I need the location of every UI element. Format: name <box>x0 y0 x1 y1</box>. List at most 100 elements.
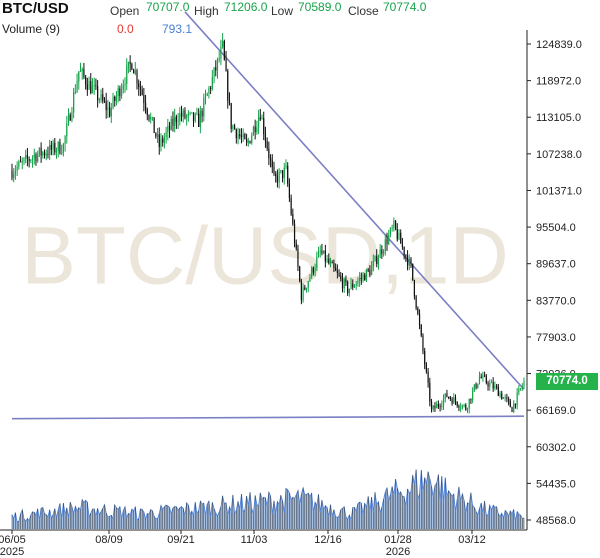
candle <box>155 132 157 139</box>
candle <box>254 119 256 140</box>
candle <box>256 120 258 135</box>
candle <box>287 162 289 187</box>
candle <box>62 142 64 157</box>
candle <box>519 387 522 391</box>
candle <box>179 107 181 126</box>
candle <box>186 114 188 126</box>
candle <box>45 149 47 161</box>
candle <box>81 67 83 80</box>
candle <box>424 347 426 370</box>
candle <box>33 148 35 165</box>
candle <box>40 142 42 163</box>
candle <box>117 85 119 103</box>
candle <box>85 74 87 90</box>
candle <box>37 150 39 163</box>
candle <box>199 105 201 134</box>
candle <box>227 68 229 109</box>
candle <box>160 133 162 152</box>
candle <box>434 402 436 413</box>
candle <box>13 168 15 183</box>
candle <box>463 403 465 408</box>
candle <box>285 159 287 170</box>
x-tick-year: 2026 <box>386 546 410 558</box>
candle <box>290 194 292 216</box>
candle <box>430 398 433 413</box>
candle <box>401 237 404 250</box>
candle <box>251 132 253 145</box>
candle <box>266 137 268 152</box>
candle <box>38 147 40 158</box>
candle <box>480 373 482 379</box>
candle <box>156 127 159 144</box>
candle <box>74 84 76 95</box>
candle <box>418 309 421 330</box>
candle <box>482 371 484 382</box>
candle <box>263 111 265 141</box>
candle <box>247 137 249 147</box>
candle <box>439 403 441 412</box>
candle <box>211 69 213 91</box>
x-tick-label: 08/09 <box>95 534 123 546</box>
x-tick-label: 12/16 <box>314 534 342 546</box>
candle <box>213 66 215 84</box>
candle <box>148 114 150 122</box>
candle <box>353 284 356 288</box>
candle <box>109 101 111 118</box>
candle <box>436 401 438 409</box>
candle <box>232 124 234 132</box>
candle <box>316 251 318 272</box>
candle <box>326 254 328 264</box>
candle <box>340 271 342 282</box>
candle <box>119 85 121 102</box>
candle <box>468 398 470 414</box>
x-tick-label: 01/28 <box>384 534 412 546</box>
candle <box>189 111 191 116</box>
candle <box>376 249 378 268</box>
candle <box>264 126 267 148</box>
candle <box>302 283 304 303</box>
open-label: Open <box>110 4 140 18</box>
candle <box>449 395 451 402</box>
candle <box>429 377 431 407</box>
candle <box>355 281 357 291</box>
candle <box>370 261 373 276</box>
candle <box>350 277 352 290</box>
low-value: 70589.0 <box>298 0 342 14</box>
candle <box>314 263 316 277</box>
candle <box>49 139 51 160</box>
close-value: 70774.0 <box>383 0 427 14</box>
candle <box>132 68 135 74</box>
candle <box>168 121 171 138</box>
candle <box>444 393 446 403</box>
volume-pane <box>11 469 525 529</box>
candle <box>521 383 523 391</box>
candle <box>507 396 510 406</box>
candle <box>184 107 186 120</box>
candle <box>305 287 308 293</box>
candle <box>182 108 184 123</box>
candle <box>259 108 261 122</box>
candle <box>364 272 366 281</box>
candle <box>362 272 364 283</box>
candle <box>78 71 80 90</box>
candle <box>461 404 463 410</box>
candle <box>223 39 225 61</box>
candle <box>59 138 61 155</box>
trendline-support <box>11 415 525 420</box>
candle <box>25 149 27 164</box>
candle <box>114 95 116 107</box>
candle <box>14 165 17 180</box>
y-tick-label: 60302.0 <box>536 442 576 454</box>
candle <box>333 259 335 273</box>
y-tick-label: 54435.0 <box>536 478 576 490</box>
candle <box>307 280 309 293</box>
candle <box>490 379 493 384</box>
candle <box>321 243 323 256</box>
candle <box>513 400 515 413</box>
candle <box>83 62 85 80</box>
candle <box>400 229 402 244</box>
candle <box>126 58 128 91</box>
x-tick-label: 09/21 <box>167 534 195 546</box>
